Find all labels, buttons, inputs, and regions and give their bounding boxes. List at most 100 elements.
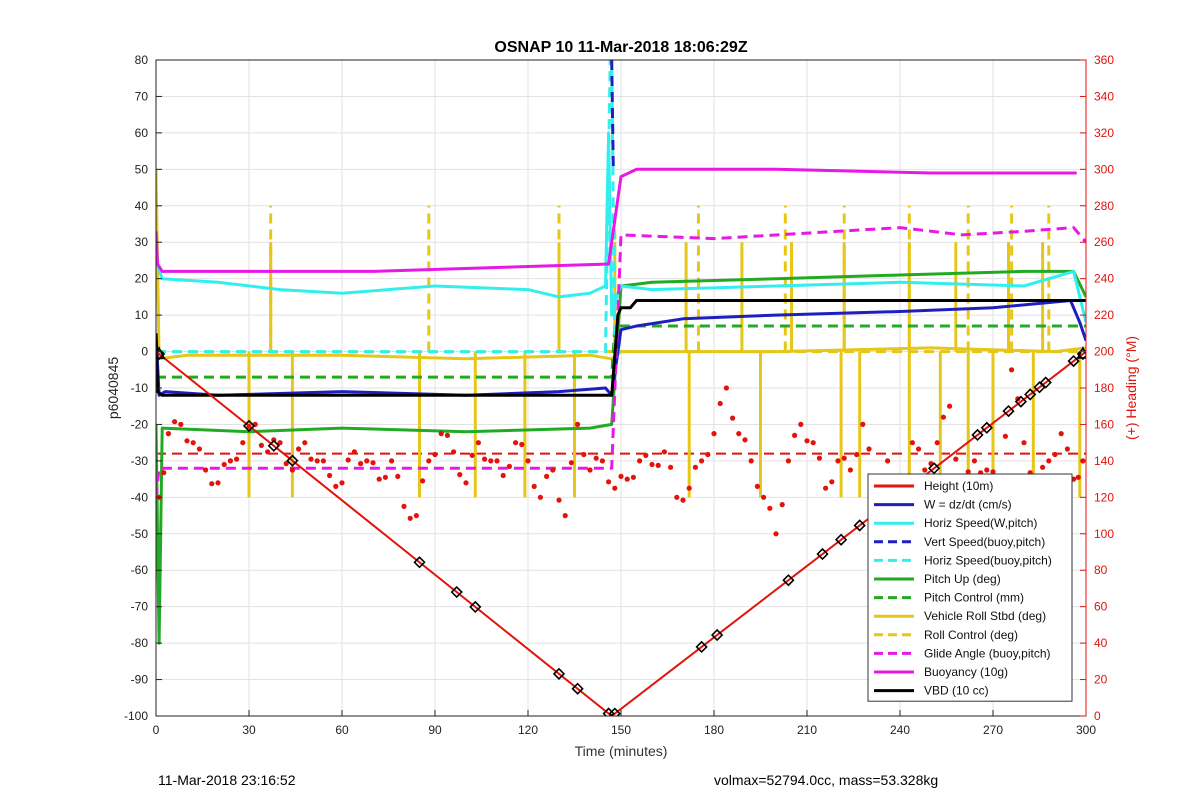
heading-point	[730, 415, 736, 421]
legend: Height (10m) W = dz/dt (cm/s) Horiz Speed(…	[867, 473, 1073, 702]
heading-point	[519, 441, 525, 448]
x-tick-label: 30	[242, 723, 256, 737]
y-right-tick-label: 80	[1094, 563, 1108, 577]
sample-marker	[710, 628, 724, 642]
legend-label: Pitch Control (mm)	[924, 591, 1024, 605]
height-line	[156, 350, 1086, 716]
heading-point	[463, 480, 469, 486]
y-right-tick-label: 180	[1094, 381, 1114, 395]
y-right-tick-label: 60	[1094, 600, 1108, 614]
heading-point	[984, 467, 990, 473]
heading-point	[649, 461, 655, 468]
heading-point	[556, 497, 562, 503]
x-axis-label: Time (minutes)	[575, 743, 668, 759]
heading-point	[420, 478, 426, 484]
y-right-tick-label: 360	[1094, 53, 1114, 67]
y-tick-label: -80	[131, 636, 149, 650]
sample-marker	[695, 640, 708, 654]
legend-label: Glide Angle (buoy,pitch)	[924, 646, 1051, 660]
footer-volume-mass: volmax=52794.0cc, mass=53.328kg	[714, 772, 939, 788]
heading-point	[779, 502, 785, 508]
heading-point	[754, 483, 761, 489]
heading-point	[401, 503, 407, 509]
heading-point	[841, 455, 847, 461]
heading-point	[370, 460, 376, 466]
heading-point	[395, 473, 401, 479]
heading-point	[184, 438, 190, 444]
heading-point	[345, 457, 351, 463]
y-right-tick-label: 280	[1094, 199, 1114, 213]
sample-marker	[1039, 376, 1052, 389]
y-tick-label: 80	[135, 53, 149, 67]
y-right-tick-label: 40	[1094, 636, 1108, 650]
y-tick-label: 40	[135, 199, 149, 213]
heading-point	[692, 464, 699, 470]
heading-point	[674, 494, 680, 500]
heading-point	[426, 458, 432, 464]
heading-point	[389, 458, 395, 464]
heading-point	[562, 513, 568, 519]
sample-marker	[782, 574, 795, 587]
y-tick-label: -50	[131, 527, 149, 541]
y-right-tick-label: 0	[1094, 709, 1101, 723]
heading-point	[178, 421, 184, 427]
heading-point	[624, 476, 630, 482]
heading-point	[581, 451, 587, 458]
heading-point	[457, 472, 463, 478]
y-tick-label: 50	[135, 162, 149, 176]
heading-point	[296, 446, 302, 452]
y-tick-label: -60	[131, 563, 149, 577]
heading-point	[866, 446, 872, 452]
heading-point	[444, 432, 450, 438]
heading-point	[475, 440, 481, 446]
sample-marker	[242, 419, 256, 433]
legend-label: VBD (10 cc)	[924, 684, 989, 698]
heading-point	[1002, 433, 1009, 439]
heading-point	[550, 467, 556, 473]
sample-marker	[853, 519, 866, 532]
heading-point	[277, 440, 283, 446]
heading-point	[358, 461, 364, 467]
heading-point	[736, 431, 742, 437]
heading-point	[798, 421, 804, 427]
sample-marker	[980, 421, 993, 434]
legend-label: Buoyancy (10g)	[924, 665, 1008, 679]
heading-point	[1058, 431, 1064, 437]
sample-marker	[267, 439, 280, 452]
heading-point	[221, 461, 227, 468]
series-line	[156, 167, 1077, 273]
heading-point	[203, 467, 209, 473]
y-tick-label: 10	[135, 308, 149, 322]
chart-figure: 0 30 60 90 120 150 180 210 240 270 300-100-90-80-7…	[105, 39, 1139, 759]
heading-point	[643, 452, 649, 458]
heading-point	[258, 442, 264, 448]
x-tick-label: 300	[1076, 723, 1096, 737]
x-tick-label: 150	[611, 723, 631, 737]
y-axis-label: p6040845	[105, 357, 121, 420]
heading-point	[618, 473, 624, 479]
heading-point	[1009, 367, 1015, 373]
heading-point	[364, 458, 370, 464]
heading-point	[934, 440, 940, 446]
heading-point	[922, 467, 928, 473]
heading-point	[1064, 446, 1070, 452]
legend-label: Vert Speed(buoy,pitch)	[924, 535, 1045, 549]
heading-point	[630, 474, 637, 480]
footer-timestamp: 11-Mar-2018 23:16:52	[158, 772, 296, 788]
series-line	[156, 226, 1086, 498]
axes: 0 30 60 90 120 150 180 210 240 270 300-100-90-80-7…	[124, 53, 1114, 737]
heading-point	[575, 421, 581, 427]
heading-point	[413, 513, 419, 519]
heading-point	[432, 451, 438, 458]
heading-point	[382, 474, 388, 480]
legend-label: Vehicle Roll Stbd (deg)	[924, 609, 1046, 623]
heading-point	[513, 440, 519, 446]
x-tick-label: 90	[428, 723, 442, 737]
heading-point	[767, 505, 773, 511]
y-right-tick-label: 260	[1094, 235, 1114, 249]
heading-point	[637, 458, 643, 464]
heading-point	[209, 481, 215, 487]
heading-point	[860, 421, 866, 427]
heading-point	[488, 458, 494, 464]
heading-point	[568, 460, 575, 466]
